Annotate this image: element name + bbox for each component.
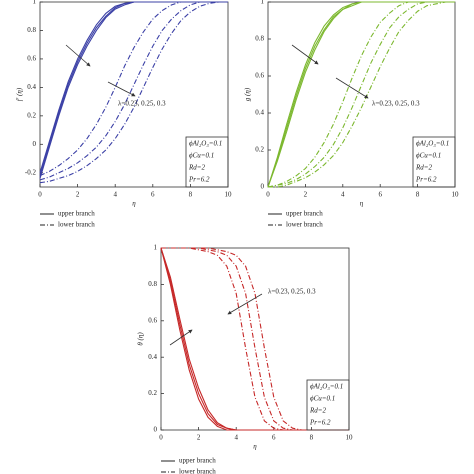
param-text: Rd=2: [309, 407, 326, 415]
legend-label: lower branch: [286, 221, 323, 229]
y-tick-label: 0.2: [27, 111, 36, 119]
param-text: ϕAl₂O₃=0.1: [189, 140, 222, 148]
series-line: [161, 247, 349, 431]
y-tick-label: 0.6: [148, 316, 157, 324]
param-text: ϕAl₂O₃=0.1: [416, 140, 449, 148]
y-axis-label: g (η): [244, 87, 252, 101]
y-tick-label: -0.2: [25, 168, 37, 176]
legend-label: upper branch: [286, 210, 323, 218]
arrow: [169, 329, 193, 346]
arrow: [291, 44, 319, 65]
x-tick-label: 2: [76, 191, 80, 199]
param-box: [185, 136, 229, 188]
x-tick-label: 8: [416, 191, 420, 199]
y-tick-label: 0.8: [27, 26, 36, 34]
param-text: ϕCu=0.1: [310, 395, 335, 403]
series-line: [39, 1, 228, 184]
x-axis-label: η: [132, 200, 136, 208]
x-tick-label: 4: [113, 191, 117, 199]
x-tick-label: 6: [151, 191, 155, 199]
y-tick-label: 1: [33, 0, 37, 6]
y-tick-label: 0: [154, 426, 158, 434]
series-line: [161, 247, 349, 431]
series-line: [39, 1, 228, 179]
x-tick-label: 10: [452, 191, 460, 199]
x-tick-label: 6: [378, 191, 382, 199]
y-axis-label: f′ (η): [16, 87, 24, 101]
param-box: [412, 136, 456, 188]
y-tick-label: 1: [261, 0, 265, 6]
series-line: [160, 247, 349, 431]
annotation: λ=0.23, 0.25, 0.3: [268, 288, 316, 296]
param-text: ϕCu=0.1: [416, 152, 441, 160]
arrow: [335, 77, 369, 99]
x-tick-label: 8: [189, 191, 193, 199]
x-tick-label: 0: [159, 434, 163, 442]
y-tick-label: 0.2: [255, 146, 264, 154]
x-tick-label: 4: [341, 191, 345, 199]
y-tick-label: 0.8: [148, 280, 157, 288]
arrow: [65, 44, 91, 67]
arrow: [107, 81, 136, 97]
x-tick-label: 2: [197, 434, 201, 442]
x-tick-label: 10: [225, 191, 233, 199]
series-line: [160, 247, 349, 431]
legend-label: upper branch: [58, 210, 95, 218]
y-tick-label: 0.2: [148, 389, 157, 397]
x-axis-label: η: [360, 200, 364, 208]
x-tick-label: 2: [304, 191, 308, 199]
series-line: [267, 1, 455, 188]
legend-label: upper branch: [179, 457, 216, 465]
x-axis-label: η: [253, 443, 257, 451]
series-line: [268, 1, 455, 188]
y-tick-label: 0.6: [255, 72, 264, 80]
param-text: Rd=2: [188, 164, 205, 172]
x-tick-label: 10: [346, 434, 354, 442]
series-line: [39, 1, 228, 181]
series-line: [160, 247, 349, 431]
series-line: [267, 1, 455, 188]
x-tick-label: 4: [234, 434, 238, 442]
y-tick-label: 0: [261, 183, 265, 191]
y-tick-label: 0.6: [27, 55, 36, 63]
x-tick-label: 0: [266, 191, 270, 199]
annotation: λ=0.23, 0.25, 0.3: [118, 100, 166, 108]
x-tick-label: 0: [38, 191, 42, 199]
annotation: λ=0.23, 0.25, 0.3: [372, 100, 420, 108]
param-text: Pr=6.2: [309, 419, 331, 427]
param-text: Pr=6.2: [188, 176, 210, 184]
param-text: Rd=2: [415, 164, 432, 172]
x-tick-label: 6: [272, 434, 276, 442]
y-tick-label: 0.4: [148, 353, 157, 361]
x-tick-label: 8: [310, 434, 314, 442]
series-line: [161, 247, 349, 431]
y-tick-label: 0.4: [27, 83, 36, 91]
y-axis-label: θ (η): [137, 332, 145, 346]
param-text: Pr=6.2: [415, 176, 437, 184]
legend-label: lower branch: [179, 468, 216, 474]
y-tick-label: 0: [33, 140, 37, 148]
y-tick-label: 0.8: [255, 35, 264, 43]
series-line: [39, 1, 228, 177]
y-tick-label: 0.4: [255, 109, 264, 117]
y-tick-label: 1: [154, 244, 158, 252]
param-text: ϕCu=0.1: [189, 152, 214, 160]
param-text: ϕAl₂O₃=0.1: [310, 383, 343, 391]
series-line: [267, 1, 455, 188]
legend-label: lower branch: [58, 221, 95, 229]
param-box: [306, 379, 350, 431]
arrow: [227, 293, 263, 315]
plot-frame: [160, 247, 350, 431]
